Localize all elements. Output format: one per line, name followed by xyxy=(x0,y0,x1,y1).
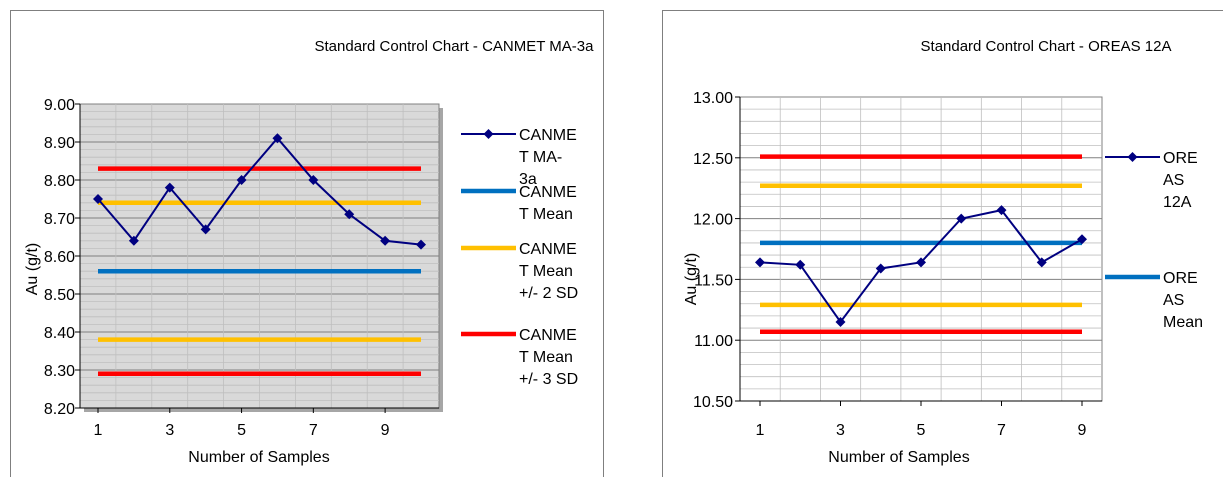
x-tick-label: 9 xyxy=(1078,422,1087,439)
data-point-marker xyxy=(164,182,175,193)
legend-label: CANME xyxy=(519,184,577,201)
x-tick-label: 1 xyxy=(94,422,103,439)
legend-label: 3a xyxy=(519,171,537,188)
chart-panel-oreas: Standard Control Chart - OREAS 12A 10.50 1… xyxy=(662,10,1223,477)
x-tick-label: 3 xyxy=(836,422,845,439)
x-tick-label: 3 xyxy=(165,422,174,439)
chart-canmet: Standard Control Chart - CANMET MA-3a 8.2… xyxy=(24,38,595,466)
y-tick-label: 8.20 xyxy=(44,401,75,418)
x-tick-label: 5 xyxy=(237,422,246,439)
legend-label: 12A xyxy=(1163,194,1192,211)
chart-title: Standard Control Chart - OREAS 12A xyxy=(921,38,1172,55)
legend-label: T Mean xyxy=(519,349,573,366)
y-tick-label: 13.00 xyxy=(693,90,733,107)
y-tick-label: 8.60 xyxy=(44,249,75,266)
y-tick-label: 8.50 xyxy=(44,287,75,304)
legend-label: Mean xyxy=(1163,314,1203,331)
y-tick-label: 8.90 xyxy=(44,135,75,152)
y-axis-label: Au (g/t) xyxy=(683,253,700,305)
legend-label: CANME xyxy=(519,127,577,144)
chart-panel-canmet: Standard Control Chart - CANMET MA-3a 8.2… xyxy=(10,10,604,477)
legend-marker xyxy=(1127,152,1138,162)
data-point-marker xyxy=(916,257,926,268)
legend-label: CANME xyxy=(519,241,577,258)
y-tick-label: 11.00 xyxy=(694,333,733,350)
legend-marker xyxy=(483,129,494,139)
data-point-marker xyxy=(380,235,391,246)
legend-label: ORE xyxy=(1163,150,1198,167)
x-tick-label: 1 xyxy=(756,422,765,439)
y-tick-label: 9.00 xyxy=(44,97,75,114)
data-point-marker xyxy=(308,175,319,185)
x-axis-label: Number of Samples xyxy=(828,449,969,466)
data-point-marker xyxy=(755,257,765,268)
y-tick-label: 8.40 xyxy=(44,325,75,342)
legend-entry: ORE AS 12A xyxy=(1105,150,1198,211)
data-point-marker xyxy=(93,194,103,204)
legend-label: T MA- xyxy=(519,149,562,166)
legend-entry: ORE AS Mean xyxy=(1105,270,1203,331)
data-point-marker xyxy=(128,235,139,246)
y-tick-label: 8.70 xyxy=(44,211,75,228)
legend-entry: CANME T Mean +/- 2 SD xyxy=(461,241,578,302)
legend-entry: CANME T MA- 3a xyxy=(461,127,577,188)
data-point-marker xyxy=(1077,234,1087,245)
legend-label: T Mean xyxy=(519,206,573,223)
data-point-marker xyxy=(875,263,886,274)
legend-label: CANME xyxy=(519,327,577,344)
y-tick-label: 12.00 xyxy=(693,212,733,229)
x-tick-label: 7 xyxy=(997,422,1006,439)
y-tick-label: 12.50 xyxy=(693,151,733,168)
data-point-marker xyxy=(416,239,426,250)
legend-label: AS xyxy=(1163,292,1184,309)
data-series-line xyxy=(97,136,422,246)
y-tick-label: 8.30 xyxy=(44,363,75,380)
data-point-marker xyxy=(1036,257,1047,268)
legend-label: T Mean xyxy=(519,263,573,280)
legend-label: ORE xyxy=(1163,270,1198,287)
y-tick-label: 8.80 xyxy=(44,173,75,190)
data-point-marker xyxy=(272,133,283,144)
x-tick-label: 7 xyxy=(309,422,318,439)
x-tick-label: 9 xyxy=(381,422,390,439)
legend-entry: CANME T Mean +/- 3 SD xyxy=(461,327,578,388)
chart-oreas: Standard Control Chart - OREAS 12A 10.50 1… xyxy=(683,38,1203,466)
data-point-marker xyxy=(996,205,1007,216)
legend-label: +/- 2 SD xyxy=(519,285,578,302)
data-point-marker xyxy=(835,316,846,327)
gridlines xyxy=(80,104,439,408)
data-point-marker xyxy=(236,175,247,185)
x-axis-label: Number of Samples xyxy=(188,449,329,466)
y-tick-label: 11.50 xyxy=(694,272,733,289)
data-point-marker xyxy=(344,209,355,220)
legend-label: +/- 3 SD xyxy=(519,371,578,388)
data-point-marker xyxy=(795,259,806,270)
y-tick-label: 10.50 xyxy=(693,394,733,411)
legend-entry: CANME T Mean xyxy=(461,184,577,223)
y-axis-label: Au (g/t) xyxy=(24,243,41,295)
legend-label: AS xyxy=(1163,172,1184,189)
chart-title: Standard Control Chart - CANMET MA-3a xyxy=(315,38,595,55)
x-tick-label: 5 xyxy=(917,422,926,439)
data-point-marker xyxy=(200,224,211,235)
plot-area xyxy=(739,96,1103,402)
data-point-marker xyxy=(956,213,967,224)
